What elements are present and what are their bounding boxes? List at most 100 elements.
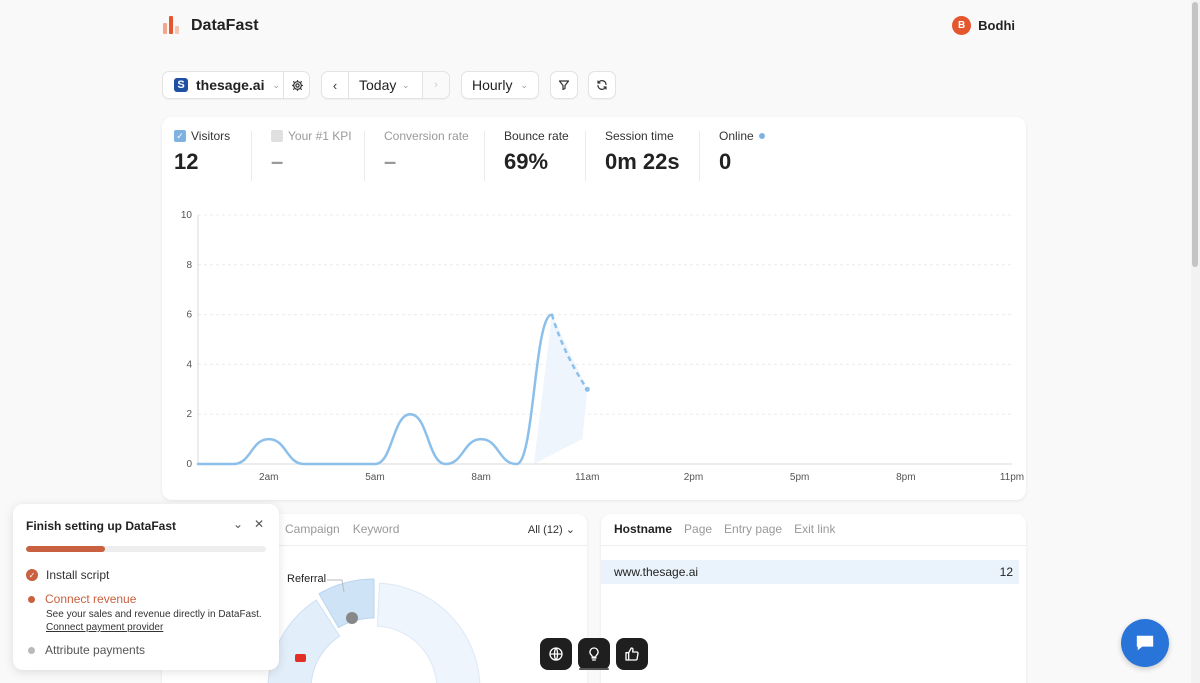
interval-label: Hourly — [472, 77, 513, 93]
step-install-script[interactable]: ✓ Install script — [26, 568, 109, 582]
setup-checklist: Finish setting up DataFast ⌄ ✕ ✓ Install… — [13, 504, 279, 670]
metric-online[interactable]: Online 0 — [700, 127, 810, 177]
lightbulb-icon — [589, 647, 599, 661]
metric-visitors[interactable]: ✓ Visitors 12 — [162, 127, 252, 181]
filter-icon — [558, 80, 570, 91]
divider — [348, 72, 349, 98]
chevron-down-icon: ⌄ — [272, 79, 281, 90]
site-selector[interactable]: S thesage.ai ⌄ — [162, 71, 310, 99]
x-tick-label: 2pm — [684, 472, 703, 483]
next-period-button[interactable]: › — [423, 72, 449, 98]
metric-value: – — [271, 149, 284, 174]
globe-button[interactable] — [540, 638, 572, 670]
app-header: DataFast B Bodhi — [163, 14, 1015, 38]
checkbox-icon[interactable] — [271, 130, 283, 142]
metric-conversion-rate[interactable]: Conversion rate – — [365, 127, 485, 181]
y-tick-label: 0 — [186, 459, 192, 470]
metric-label: Visitors — [191, 129, 231, 143]
metric-value: 12 — [174, 149, 199, 174]
datafast-logo-icon — [163, 16, 179, 34]
chevron-down-icon: ⌄ — [520, 79, 529, 90]
page-scrollbar[interactable] — [1191, 0, 1200, 683]
tab-entry-page[interactable]: Entry page — [724, 522, 783, 536]
site-name: thesage.ai — [196, 77, 265, 93]
metric-session-time[interactable]: Session time 0m 22s — [586, 127, 700, 181]
metric-bounce-rate[interactable]: Bounce rate 69% — [485, 127, 586, 181]
checkbox-icon[interactable]: ✓ — [174, 130, 186, 142]
user-menu[interactable]: B Bodhi — [952, 16, 1015, 35]
table-row[interactable]: www.thesage.ai 12 — [601, 560, 1019, 584]
donut-label-referral: Referral — [287, 573, 327, 585]
step-label: Attribute payments — [45, 643, 146, 657]
divider — [422, 72, 423, 98]
metric-kpi[interactable]: Your #1 KPI – — [252, 127, 365, 181]
step-label: Install script — [46, 568, 110, 582]
interval-selector[interactable]: Hourly ⌄ — [461, 71, 539, 99]
scrollbar-thumb[interactable] — [1192, 2, 1198, 267]
metric-label: Conversion rate — [384, 129, 469, 143]
feedback-button[interactable] — [616, 638, 648, 670]
minimize-button[interactable]: ⌄ — [232, 517, 243, 531]
tab-campaign[interactable]: Campaign — [285, 522, 340, 536]
tab-page[interactable]: Page — [684, 522, 713, 536]
x-tick-label: 5pm — [790, 472, 809, 483]
donut-slice-referral[interactable] — [318, 578, 375, 629]
divider — [484, 131, 485, 181]
live-dot-icon — [758, 133, 765, 139]
metric-label: Bounce rate — [504, 129, 569, 143]
divider — [283, 72, 284, 98]
divider — [251, 131, 252, 181]
previous-period-button[interactable]: ‹ — [332, 77, 338, 93]
user-name: Bodhi — [978, 18, 1015, 33]
pending-dot-icon — [28, 646, 35, 654]
site-logo-icon: S — [174, 78, 188, 92]
divider — [585, 131, 586, 181]
sources-tabs: Campaign Keyword — [285, 522, 399, 536]
chat-icon — [1136, 635, 1154, 651]
visitors-line-chart: 0 2 4 6 8 10 2am 5am 8am 11am 2pm 5pm 8pm 11pm — [181, 210, 1024, 483]
chevron-down-icon: ⌄ — [402, 80, 410, 90]
avatar: B — [952, 16, 972, 35]
metric-value: 69% — [504, 149, 549, 174]
refresh-icon — [597, 80, 607, 90]
close-icon[interactable]: ✕ — [253, 517, 264, 531]
step-connect-revenue[interactable]: Connect revenue — [26, 592, 136, 606]
sources-filter-dropdown[interactable]: All (12) ⌄ — [527, 524, 575, 536]
metric-value: 0m 22s — [605, 149, 680, 174]
y-tick-label: 10 — [181, 210, 193, 221]
x-tick-label: 2am — [259, 472, 278, 483]
y-tick-label: 2 — [186, 409, 192, 420]
metrics-bar: ✓ Visitors 12 Your #1 KPI – Conversion ra… — [162, 127, 1026, 187]
active-indicator — [579, 668, 609, 670]
filter-button[interactable] — [550, 71, 578, 99]
date-range-selector[interactable]: ‹ Today ⌄ › — [321, 71, 450, 99]
tab-keyword[interactable]: Keyword — [352, 522, 400, 536]
label-leader-line[interactable] — [327, 579, 345, 593]
metric-label: Online — [719, 129, 754, 143]
step-attribute-payments[interactable]: Attribute payments — [26, 643, 145, 657]
chat-button[interactable] — [1121, 619, 1169, 667]
hostname-label: www.thesage.ai — [614, 565, 699, 579]
step-label: Connect revenue — [45, 592, 137, 606]
setup-progress-fill — [26, 546, 106, 552]
refresh-button[interactable] — [588, 71, 616, 99]
referral-icon[interactable] — [346, 612, 358, 624]
chart-area — [533, 314, 588, 464]
x-tick-label: 11pm — [1000, 472, 1024, 483]
x-tick-label: 8am — [471, 472, 490, 483]
date-label: Today — [359, 77, 397, 93]
y-tick-label: 8 — [186, 260, 192, 271]
connect-payment-link[interactable]: Connect payment provider — [46, 622, 164, 633]
y-tick-label: 4 — [186, 359, 192, 370]
site-settings-button[interactable] — [284, 72, 311, 98]
donut-slice[interactable] — [376, 582, 481, 683]
divider — [699, 131, 700, 181]
pages-tabs: Hostname Page Entry page Exit link — [614, 522, 835, 536]
step-description: See your sales and revenue directly in D… — [46, 609, 262, 620]
youtube-icon[interactable] — [295, 654, 306, 662]
tab-exit-link[interactable]: Exit link — [794, 522, 836, 536]
insights-button[interactable] — [578, 638, 610, 670]
divider — [364, 131, 365, 181]
tab-hostname[interactable]: Hostname — [614, 522, 673, 536]
metric-value: 0 — [719, 149, 732, 174]
